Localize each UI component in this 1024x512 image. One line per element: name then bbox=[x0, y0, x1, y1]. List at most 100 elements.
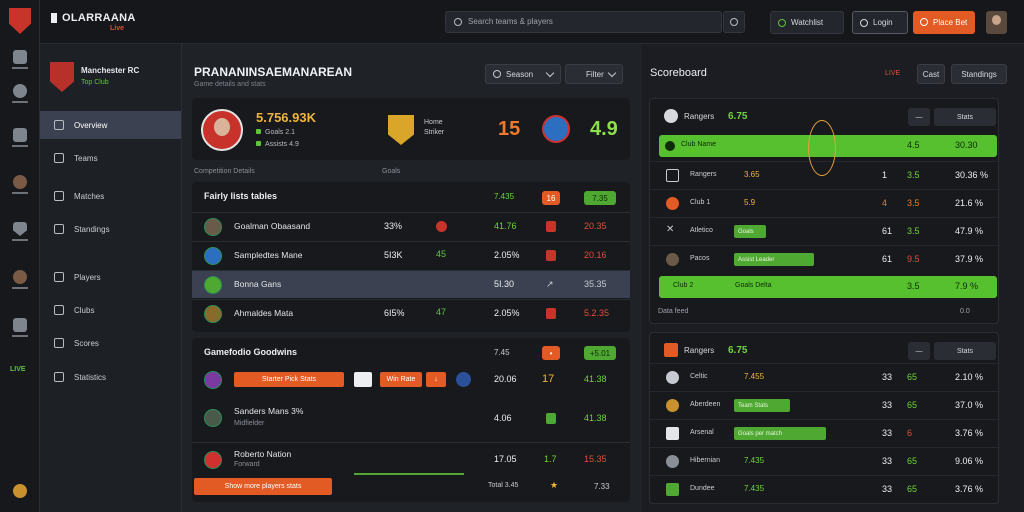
stat-value: 3.5 bbox=[907, 198, 920, 208]
panel-club-name: Rangers bbox=[684, 112, 715, 121]
collapse-button[interactable]: — bbox=[908, 108, 930, 126]
place-bet-button[interactable]: Place Bet bbox=[913, 11, 975, 34]
page-subtitle: Game details and stats bbox=[194, 81, 266, 88]
app-logo-icon[interactable] bbox=[9, 8, 31, 34]
player-name: Sanders Mans 3% bbox=[234, 406, 304, 416]
stats-button[interactable]: Stats bbox=[934, 108, 996, 126]
club-name: Manchester RC bbox=[81, 66, 140, 75]
table-row[interactable]: Roberto Nation Forward 17.05 1.7 15.35 bbox=[192, 442, 630, 474]
avatar[interactable] bbox=[986, 11, 1007, 34]
matches-played: 33 bbox=[882, 372, 893, 382]
stat-percent: 6I5% bbox=[384, 308, 405, 318]
panel-title: Gamefodio Goodwins bbox=[204, 347, 298, 357]
watchlist-button[interactable]: Watchlist bbox=[770, 11, 844, 34]
show-more-button[interactable]: Show more players stats bbox=[194, 478, 332, 495]
table-row[interactable]: Goalman Obaasand 33% 41.76 20.35 bbox=[192, 212, 630, 240]
sidebar-item-scores[interactable]: Scores bbox=[40, 329, 181, 357]
search-icon bbox=[920, 18, 928, 26]
sidebar-item-standings[interactable]: Standings bbox=[40, 215, 181, 243]
stats-icon[interactable] bbox=[8, 84, 32, 114]
stat-value: 3.5 bbox=[907, 226, 920, 236]
filter-select[interactable]: Filter bbox=[565, 64, 623, 84]
search-button[interactable] bbox=[723, 11, 745, 33]
star-icon: ★ bbox=[550, 480, 559, 490]
trophy-icon[interactable] bbox=[8, 484, 32, 512]
focus-highlight bbox=[808, 120, 836, 176]
panel-head-badge[interactable]: 16 bbox=[542, 191, 560, 205]
player-name: Ahmaldes Mata bbox=[234, 308, 294, 318]
season-select[interactable]: Season bbox=[485, 64, 561, 84]
club-crest-icon bbox=[665, 141, 675, 151]
sidebar-item-clubs[interactable]: Clubs bbox=[40, 296, 181, 324]
avatar bbox=[204, 218, 222, 236]
matches-played: 33 bbox=[882, 456, 893, 466]
win-rate-tag[interactable]: Win Rate bbox=[380, 372, 422, 387]
search-input[interactable]: Search teams & players bbox=[445, 11, 722, 33]
stats-button[interactable]: Stats bbox=[934, 342, 996, 360]
club-value: 7.435 bbox=[744, 484, 765, 493]
sidebar-item-overview[interactable]: Overview bbox=[40, 111, 181, 139]
stat-value: 4.06 bbox=[494, 413, 512, 423]
table-row[interactable]: Aberdeen Team Stats 33 65 37.0 % bbox=[650, 391, 1000, 419]
standings-button[interactable]: Standings bbox=[951, 64, 1007, 84]
stat-percent: 37.0 % bbox=[955, 400, 984, 410]
assist-leader-tag: Assist Leader bbox=[734, 253, 814, 266]
collapse-button[interactable]: — bbox=[908, 342, 930, 360]
match-summary-card[interactable]: 5.756.93K Goals 2.1 Assists 4.9 Home Str… bbox=[192, 98, 630, 160]
club-crest-icon bbox=[666, 169, 679, 182]
panel-club-name: Rangers bbox=[684, 346, 715, 355]
table-row-highlight[interactable]: Club 2 Goals Delta 3.5 7.9 % bbox=[659, 276, 997, 298]
table-row[interactable]: Arsenal Goals per match 33 6 3.76 % bbox=[650, 419, 1000, 447]
chart-icon[interactable] bbox=[8, 318, 32, 348]
sidebar-item-label: Matches bbox=[74, 191, 105, 201]
football-icon[interactable] bbox=[8, 50, 32, 80]
table-row[interactable]: Starter Pick Stats Win Rate ↓ 20.06 17 4… bbox=[192, 366, 630, 394]
table-row[interactable]: Ahmaldes Mata 6I5% 47 2.05% 5.2.35 bbox=[192, 299, 630, 327]
stats-tag[interactable]: Starter Pick Stats bbox=[234, 372, 344, 387]
stat-total: 20.35 bbox=[584, 221, 607, 231]
avatar bbox=[204, 247, 222, 265]
table-row[interactable]: Celtic 7.455 33 65 2.10 % bbox=[650, 363, 1000, 391]
matches-played: 33 bbox=[882, 428, 893, 438]
cast-button[interactable]: Cast bbox=[917, 64, 945, 84]
table-row[interactable]: ✕ Atletico Goals 61 3.5 47.9 % bbox=[650, 217, 1000, 245]
panel-head-badge[interactable]: 7.35 bbox=[584, 191, 616, 205]
avatar bbox=[666, 253, 679, 266]
trend-icon: ↓ bbox=[426, 372, 446, 387]
table-row[interactable]: Hibernian 7.435 33 65 9.06 % bbox=[650, 447, 1000, 475]
table-row[interactable]: Sanders Mans 3% Midfielder 4.06 41.38 bbox=[192, 400, 630, 436]
sidebar-item-teams[interactable]: Teams bbox=[40, 144, 181, 172]
data-feed-value: 0.0 bbox=[960, 308, 970, 315]
player-name: Roberto Nation bbox=[234, 449, 292, 459]
table-row[interactable]: Dundee 7.435 33 65 3.76 % bbox=[650, 475, 1000, 503]
chevron-down-icon bbox=[545, 68, 555, 78]
info-icon[interactable]: • bbox=[542, 346, 560, 360]
sidebar-item-players[interactable]: Players bbox=[40, 263, 181, 291]
avatar bbox=[204, 305, 222, 323]
login-button[interactable]: Login bbox=[852, 11, 908, 34]
club-crest-icon bbox=[354, 372, 372, 387]
table-row[interactable]: Pacos Assist Leader 61 9.5 37.9 % bbox=[650, 245, 1000, 273]
person-icon[interactable] bbox=[8, 270, 32, 300]
player-icon[interactable] bbox=[8, 175, 32, 205]
calendar-icon[interactable] bbox=[8, 128, 32, 158]
data-feed-label: Data feed bbox=[658, 308, 689, 315]
club-crest-icon bbox=[436, 221, 447, 232]
club-value: 3.65 bbox=[744, 170, 760, 179]
panel-head-badge[interactable]: +5.01 bbox=[584, 346, 616, 360]
club-crest-icon bbox=[666, 427, 679, 440]
table-row[interactable]: Sampledtes Mane 5I3K 45 2.05% 20.16 bbox=[192, 241, 630, 269]
sidebar-item-matches[interactable]: Matches bbox=[40, 182, 181, 210]
grid-icon bbox=[54, 272, 64, 282]
shield-icon[interactable] bbox=[8, 222, 32, 252]
card-icon bbox=[546, 221, 556, 232]
table-row-selected[interactable]: Bonna Gans 5I.30 ↗ 35.35 bbox=[192, 270, 630, 298]
rank: 61 bbox=[882, 226, 893, 236]
avatar bbox=[204, 371, 222, 389]
table-row[interactable]: Club 1 5.9 4 3.5 21.6 % bbox=[650, 189, 1000, 217]
sidebar-item-statistics[interactable]: Statistics bbox=[40, 363, 181, 391]
club-crest-icon bbox=[666, 455, 679, 468]
player-position: Forward bbox=[234, 461, 260, 468]
footer-value: 7.33 bbox=[594, 482, 610, 491]
stat-percent: 33% bbox=[384, 221, 403, 231]
